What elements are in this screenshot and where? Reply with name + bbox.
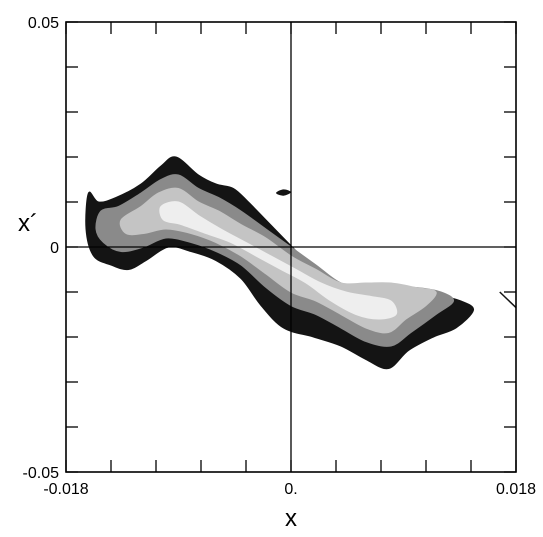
y-tick-label-zero: 0 <box>50 240 59 257</box>
density-fill-layer <box>85 156 516 370</box>
y-tick-label-max: 0.05 <box>28 15 59 32</box>
x-axis-labels: -0.018 0. 0.018 <box>43 481 536 498</box>
density-contour-level-4 <box>159 201 398 320</box>
plot-frame <box>65 21 517 473</box>
x-tick-label-zero: 0. <box>284 481 297 498</box>
x-axis-title: x <box>285 505 297 532</box>
y-tick-label-min: -0.05 <box>23 465 60 482</box>
y-axis-title: x´ <box>18 210 38 237</box>
density-island-1 <box>276 189 291 196</box>
x-tick-label-max: 0.018 <box>496 481 536 498</box>
y-axis-labels: 0.05 0 -0.05 <box>23 15 60 482</box>
crosshair-lines <box>66 22 516 472</box>
x-tick-label-min: -0.018 <box>43 481 88 498</box>
